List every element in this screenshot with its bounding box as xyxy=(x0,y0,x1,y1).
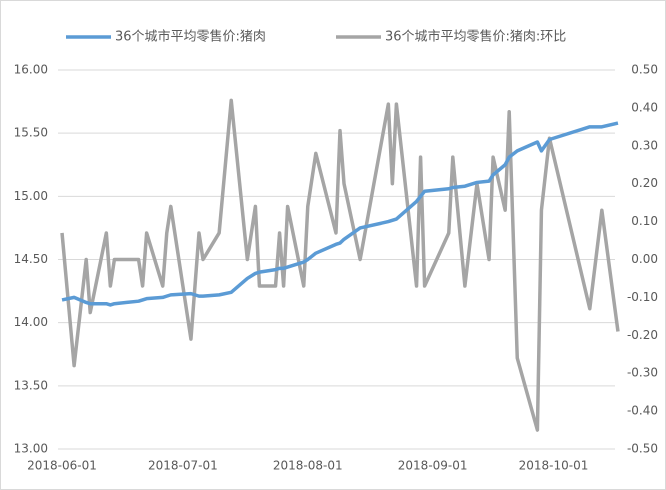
x-tick-label: 2018-10-01 xyxy=(519,459,589,473)
series-line xyxy=(61,121,619,307)
y2-tick-label: -0.10 xyxy=(627,290,658,304)
y2-tick-label: -0.20 xyxy=(627,328,658,342)
legend-label: 36个城市平均零售价:猪肉 xyxy=(115,29,266,45)
series-line xyxy=(60,98,620,432)
y2-tick-label: -0.30 xyxy=(627,366,658,380)
y2-tick-label: 0.20 xyxy=(631,176,658,190)
legend-label: 36个城市平均零售价:猪肉:环比 xyxy=(385,29,566,45)
y-tick-label: 14.50 xyxy=(14,252,48,266)
y2-tick-label: -0.40 xyxy=(627,404,658,418)
x-tick-label: 2018-08-01 xyxy=(273,459,343,473)
y2-tick-label: 0.30 xyxy=(631,138,658,152)
x-tick-label: 2018-09-01 xyxy=(398,459,468,473)
y-tick-label: 13.00 xyxy=(14,442,48,456)
y-tick-label: 15.50 xyxy=(14,126,48,140)
y-tick-label: 15.00 xyxy=(14,189,48,203)
x-tick-label: 2018-06-01 xyxy=(27,459,97,473)
y2-tick-label: 0.00 xyxy=(631,252,658,266)
y-tick-label: 16.00 xyxy=(14,63,48,77)
y2-tick-label: 0.40 xyxy=(631,100,658,114)
y2-tick-label: -0.50 xyxy=(627,442,658,456)
y2-tick-label: 0.10 xyxy=(631,214,658,228)
y2-tick-label: 0.50 xyxy=(631,63,658,77)
y-tick-label: 14.00 xyxy=(14,315,48,329)
x-tick-label: 2018-07-01 xyxy=(148,459,218,473)
y-tick-label: 13.50 xyxy=(14,378,48,392)
